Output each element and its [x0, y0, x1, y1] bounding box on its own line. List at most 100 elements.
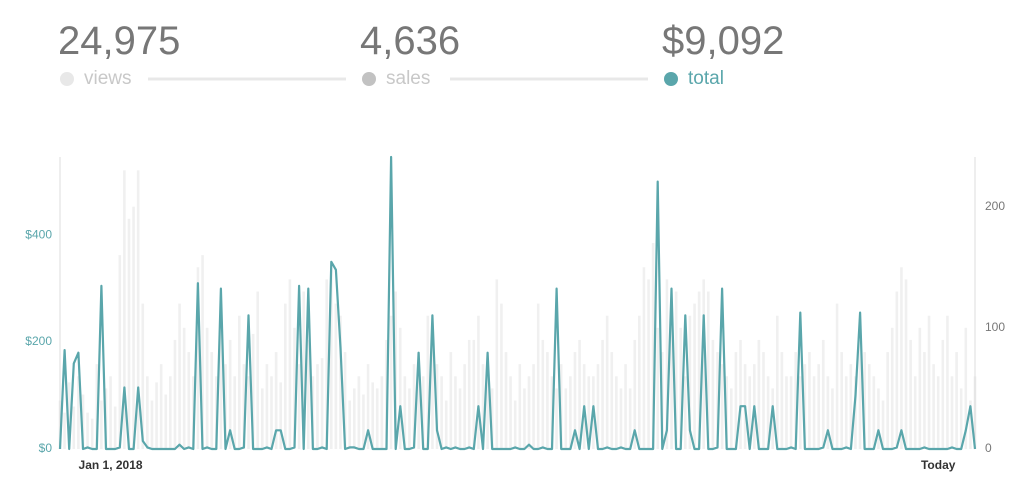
bar [164, 394, 168, 449]
bar [72, 406, 76, 449]
bar [509, 376, 512, 449]
bar [495, 279, 499, 449]
bar [730, 388, 733, 449]
bar [863, 352, 866, 449]
bar [835, 303, 839, 449]
bar [964, 327, 968, 449]
bar [169, 376, 172, 449]
bar [251, 333, 255, 449]
bar [679, 327, 683, 449]
legend-label[interactable]: views [84, 68, 132, 89]
bar [265, 364, 269, 449]
legend-dot[interactable] [362, 72, 376, 86]
bar [173, 339, 177, 449]
bar [872, 376, 876, 449]
bar [605, 315, 609, 449]
bar [247, 376, 250, 449]
bar [178, 303, 181, 449]
bar [808, 352, 811, 449]
bar [711, 339, 715, 449]
bar [412, 364, 416, 449]
bar [739, 339, 742, 449]
bar [610, 352, 614, 449]
bar [132, 206, 135, 449]
bar [339, 315, 342, 449]
bar [86, 412, 89, 449]
bar [628, 388, 632, 449]
bar [844, 376, 848, 449]
bar [932, 364, 935, 449]
bar [587, 376, 591, 449]
bar [109, 376, 112, 449]
bar [840, 352, 843, 449]
bar [890, 327, 894, 449]
bar [242, 364, 246, 449]
bar [647, 279, 650, 449]
bar [766, 376, 770, 449]
bar [955, 352, 958, 449]
bar [794, 352, 797, 449]
bar [187, 352, 191, 449]
legend-dot[interactable] [60, 72, 74, 86]
bar [279, 382, 283, 449]
bar [408, 388, 411, 449]
y2-tick-label: 100 [985, 320, 1005, 334]
legend-label[interactable]: sales [386, 68, 430, 89]
bar [504, 352, 508, 449]
bar [619, 388, 623, 449]
bar [697, 291, 701, 449]
bar [421, 376, 425, 449]
y2-tick-label: 200 [985, 199, 1005, 213]
bar [702, 279, 706, 449]
line [58, 155, 977, 451]
bar [569, 376, 572, 449]
bar [803, 364, 807, 449]
bar [458, 388, 462, 449]
stat-value: 24,975 [58, 19, 180, 63]
bar [900, 267, 903, 449]
stat-value: 4,636 [360, 19, 460, 63]
y-tick-label: $200 [25, 334, 52, 348]
bar [656, 327, 660, 449]
bar [486, 376, 489, 449]
bar [127, 218, 131, 449]
bar [559, 364, 563, 449]
bar [67, 382, 71, 449]
bar [320, 358, 324, 449]
bar [467, 339, 471, 449]
bar [463, 364, 466, 449]
bar [578, 339, 581, 449]
legend-label[interactable]: total [688, 68, 724, 89]
bar [293, 327, 296, 449]
bar [490, 388, 494, 449]
bar [909, 339, 912, 449]
bar [155, 382, 158, 449]
bar [357, 376, 361, 449]
bar [780, 352, 784, 449]
bar [624, 364, 627, 449]
bar [693, 303, 696, 449]
bar [371, 382, 374, 449]
bar [642, 267, 646, 449]
y-tick-label: $400 [25, 227, 52, 241]
bar [904, 279, 908, 449]
legend-dot[interactable] [664, 72, 678, 86]
bar [81, 394, 85, 449]
bar [854, 376, 857, 449]
bar [638, 315, 641, 449]
bar [867, 364, 871, 449]
bar [233, 376, 237, 449]
bar [513, 400, 517, 449]
bar [881, 400, 885, 449]
bar [440, 376, 443, 449]
bar [849, 364, 853, 449]
bar [959, 388, 963, 449]
bar [205, 327, 209, 449]
bar [403, 376, 407, 449]
bar [831, 388, 834, 449]
bar [762, 352, 765, 449]
x-tick-label: Jan 1, 2018 [79, 458, 143, 472]
bar [375, 388, 379, 449]
bar [472, 339, 476, 449]
